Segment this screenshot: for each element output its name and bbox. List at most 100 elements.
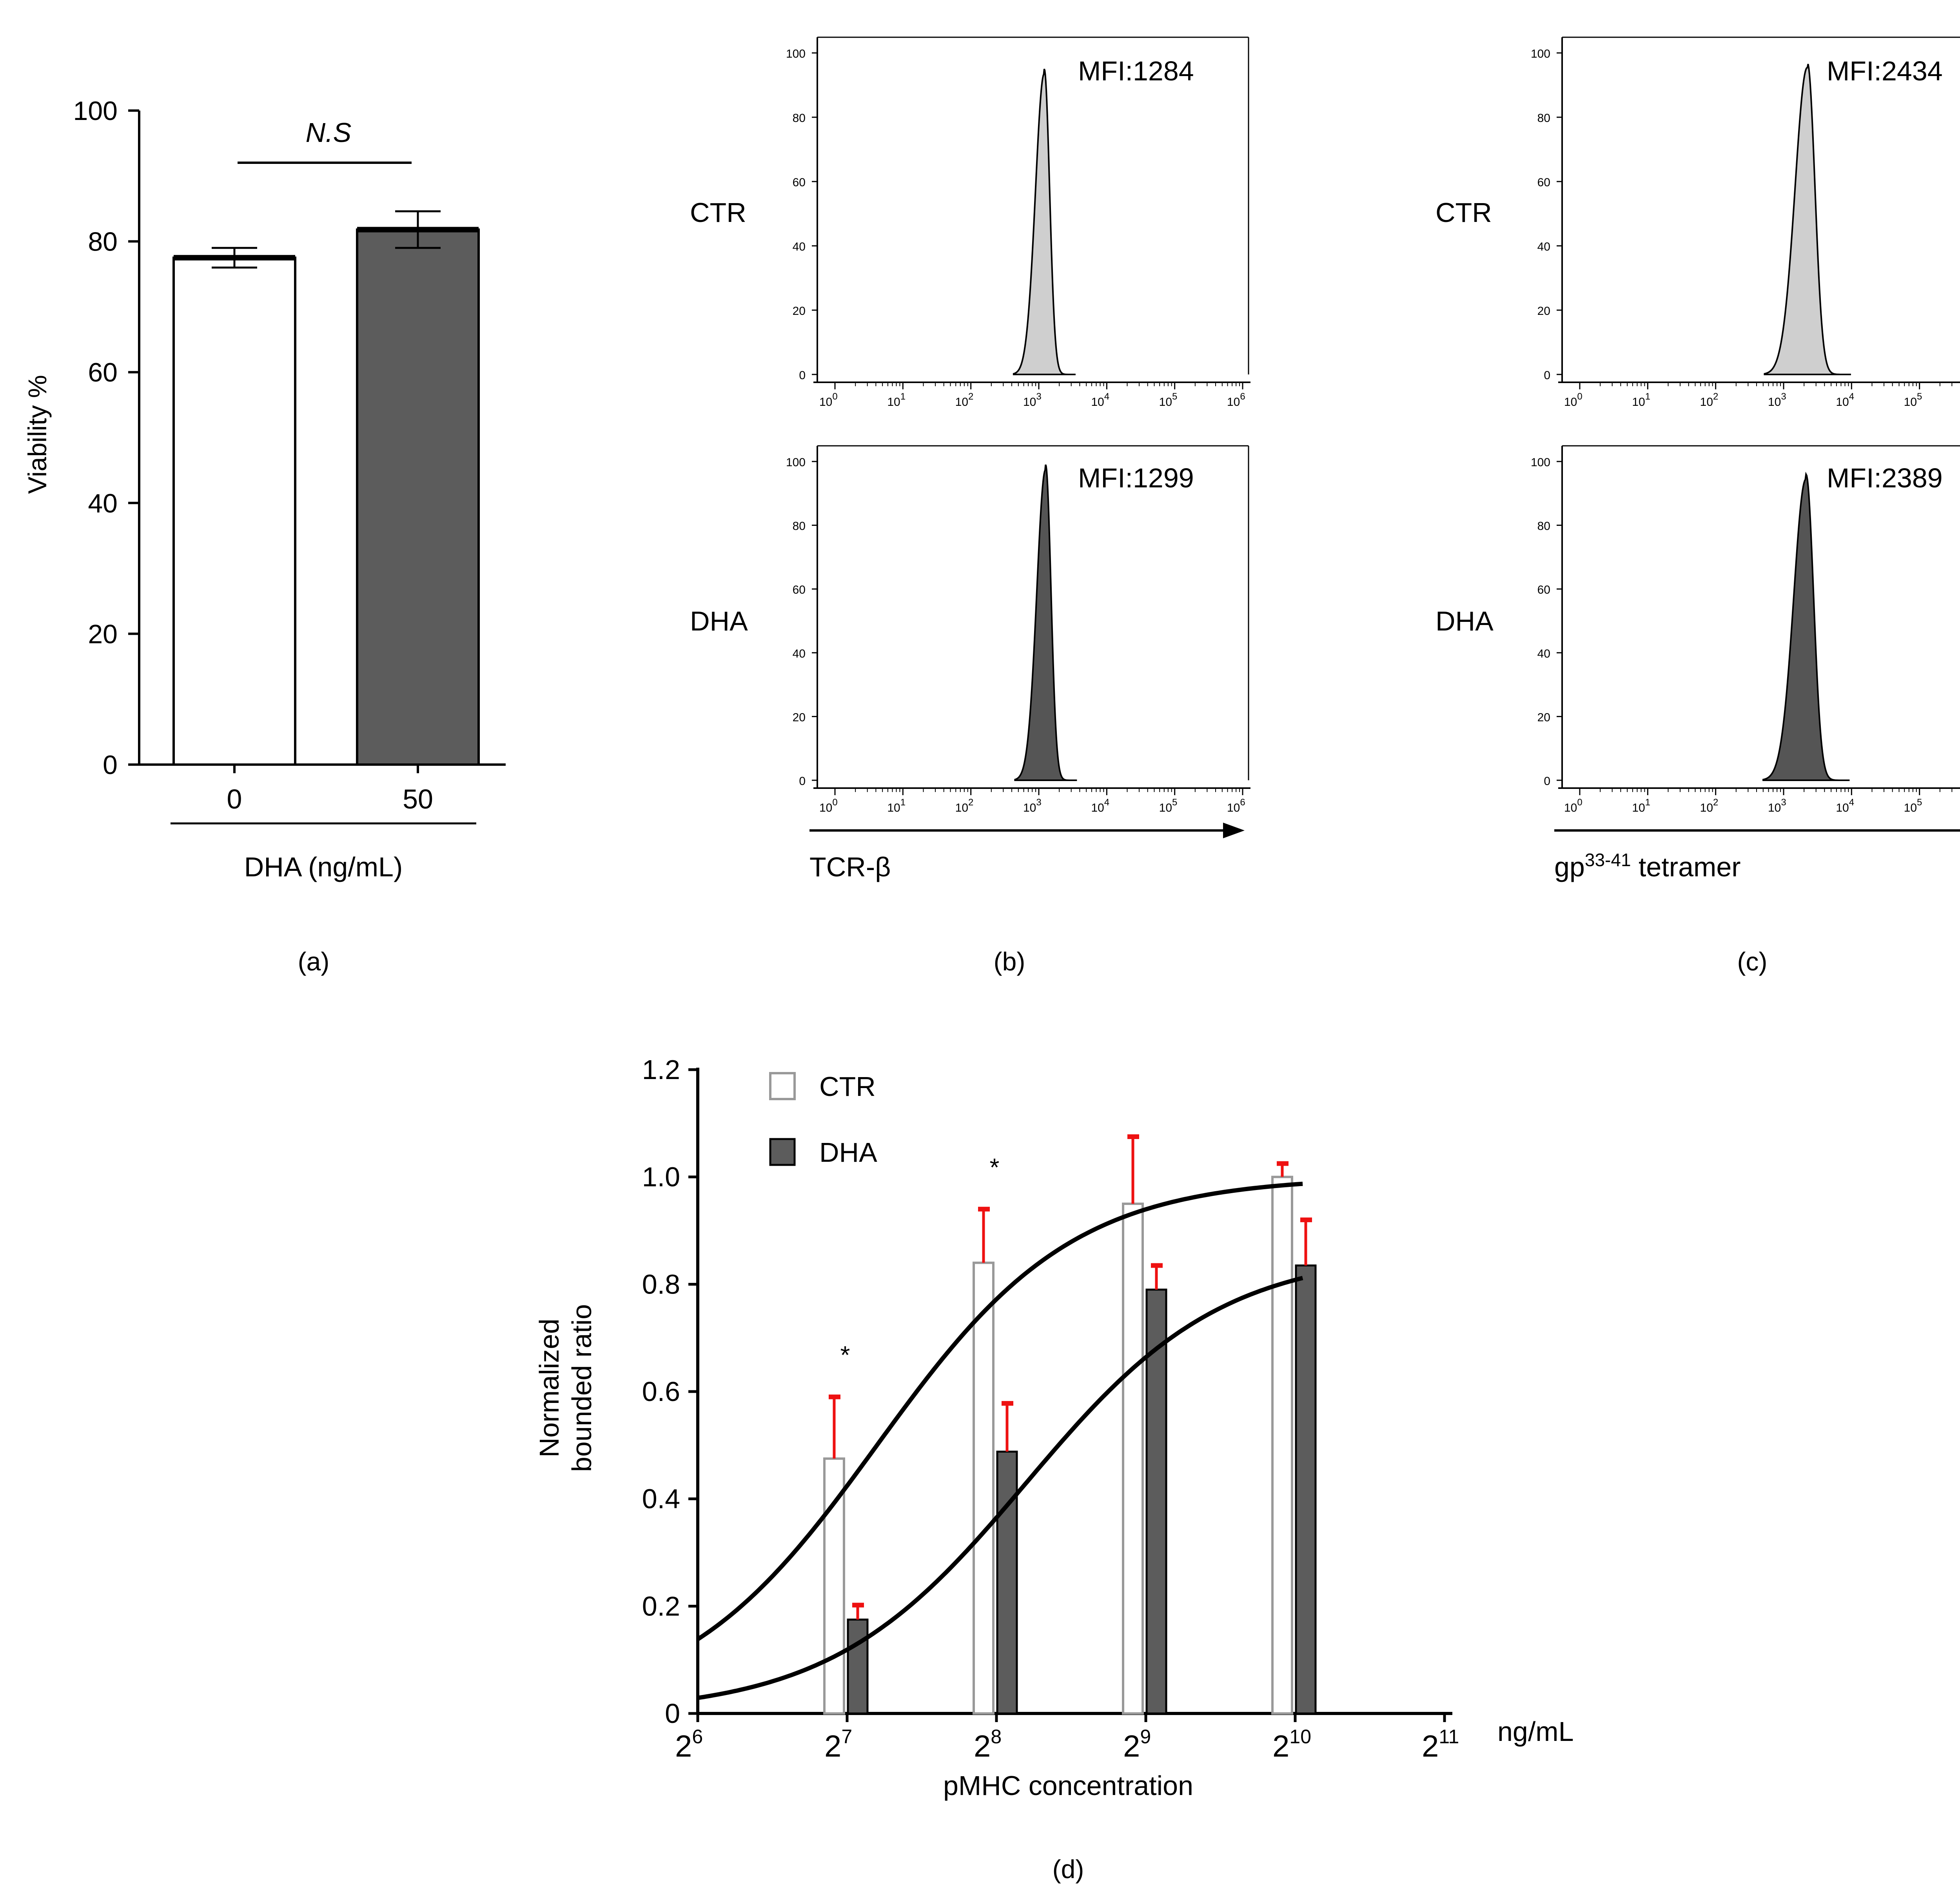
hist-ytick-label: 100 (786, 456, 806, 469)
hist-xtick-label: 100 (819, 391, 838, 409)
hist-ytick-label: 80 (1537, 112, 1550, 125)
panel-b-row-label-dha: DHA (690, 606, 748, 636)
legend-ctr-swatch (769, 1072, 796, 1100)
panel-a-ytick-label: 20 (88, 619, 118, 649)
panel-d-bar-ctr (1271, 1176, 1293, 1715)
hist-ytick-label: 0 (1544, 775, 1550, 788)
panel-c-mfi-ctr: MFI:2434 (1827, 56, 1943, 86)
panel-d-ylabel-line1: Normalized (534, 1319, 564, 1457)
hist-xtick-label: 103 (1023, 797, 1042, 814)
panel-d-bar-ctr (973, 1261, 995, 1715)
panel-b-histogram-dha: 0 20 40 60 80 100 100 101 102 103 104 105 106 (786, 445, 1250, 814)
panel-d-xtick-label: 26 (675, 1726, 703, 1763)
panel-d-fit-curve (696, 1181, 1303, 1641)
panel-d-xtick-label: 28 (974, 1726, 1002, 1763)
panel-a-xtick-label: 0 (227, 784, 242, 814)
panel-d-ytick-label: 1.2 (642, 1054, 680, 1085)
hist-xtick-label: 101 (887, 797, 906, 814)
panel-d-binding-chart: Normalized bounded ratio 0 0.2 0.4 0.6 0.8 1.… (534, 1054, 1574, 1884)
panel-b-mfi-dha: MFI:1299 (1078, 463, 1194, 493)
hist-xtick-label: 102 (955, 391, 974, 409)
hist-peak (1014, 464, 1076, 781)
panel-d-xtick-label: 29 (1123, 1726, 1151, 1763)
panel-b-row-label-ctr: CTR (690, 197, 746, 228)
hist-ytick-label: 60 (1537, 176, 1550, 189)
panel-d-letter: (d) (1053, 1855, 1084, 1884)
panel-d-bars: ** (823, 1134, 1317, 1715)
hist-xtick-label: 101 (1632, 797, 1650, 814)
hist-ytick-label: 60 (793, 176, 806, 189)
panel-d-ylabel-line2: bounded ratio (566, 1304, 597, 1472)
panel-d-ytick-label: 0 (665, 1698, 680, 1729)
panel-b-arrow-head (1223, 823, 1245, 838)
hist-xtick-label: 101 (1632, 391, 1650, 409)
hist-xtick-label: 105 (1904, 797, 1922, 814)
panel-a-letter: (a) (298, 947, 330, 976)
panel-b-histogram-ctr: 0 20 40 60 80 100 100 101 102 103 104 105 106 (786, 36, 1250, 409)
panel-d-bar-dha (996, 1450, 1018, 1715)
panel-a-ytick-label: 80 (88, 227, 118, 257)
hist-ytick-label: 100 (1531, 47, 1550, 60)
panel-d-ytick-label: 0.6 (642, 1376, 680, 1407)
hist-xtick-label: 101 (887, 391, 906, 409)
hist-xtick-label: 104 (1091, 391, 1109, 409)
hist-xtick-label: 102 (1700, 797, 1719, 814)
hist-ytick-label: 20 (1537, 711, 1550, 724)
hist-xtick-label: 104 (1091, 797, 1109, 814)
panel-d-significance-star: * (840, 1341, 850, 1369)
panel-d-bar-dha (1295, 1264, 1317, 1715)
panel-c-xlabel: gp33-41 tetramer (1554, 850, 1741, 882)
panel-d-ytick-label: 1.0 (642, 1162, 680, 1192)
legend-dha-swatch (769, 1138, 796, 1166)
hist-ytick-label: 100 (1531, 456, 1550, 469)
hist-peak (1764, 64, 1850, 375)
panel-d-xtick-label: 211 (1422, 1726, 1459, 1763)
panel-a-significance-label: N.S (306, 117, 352, 148)
panel-a-yaxis: 0 20 40 60 80 100 (73, 96, 506, 780)
hist-xtick-label: 104 (1836, 797, 1854, 814)
panel-d-significance-star: * (990, 1153, 1000, 1181)
panel-d-xlabel: pMHC concentration (943, 1770, 1193, 1801)
panel-c-row-label-ctr: CTR (1436, 197, 1492, 228)
hist-ytick-label: 80 (793, 520, 806, 533)
hist-ytick-label: 20 (793, 305, 806, 318)
panel-d-axes: 0 0.2 0.4 0.6 0.8 1.0 1.2 26 27 28 29 210 211 (642, 1054, 1459, 1763)
panel-d-bar-ctr (1122, 1203, 1144, 1715)
panel-d-ytick-label: 0.2 (642, 1591, 680, 1621)
hist-ytick-label: 60 (1537, 583, 1550, 596)
panel-b-tcr-histograms: CTR DHA 0 20 40 60 80 100 100 101 102 103 104 105 10… (690, 36, 1250, 976)
hist-ytick-label: 20 (1537, 305, 1550, 318)
panel-c-mfi-dha: MFI:2389 (1827, 463, 1943, 493)
hist-xtick-label: 106 (1227, 391, 1245, 409)
panel-c-row-label-dha: DHA (1436, 606, 1494, 636)
hist-ytick-label: 0 (799, 369, 806, 382)
hist-ytick-label: 40 (793, 647, 806, 660)
hist-xtick-label: 103 (1768, 391, 1786, 409)
hist-xtick-label: 100 (1564, 391, 1583, 409)
panel-d-legend: CTR DHA (769, 1071, 877, 1168)
panel-d-ytick-label: 0.4 (642, 1484, 680, 1514)
hist-xtick-label: 102 (955, 797, 974, 814)
hist-ytick-label: 0 (1544, 369, 1550, 382)
panel-d-fit-curve (697, 1276, 1303, 1700)
hist-ytick-label: 0 (799, 775, 806, 788)
panel-a-bars: 0 50 (172, 210, 480, 814)
panel-d-xtick-label: 27 (824, 1726, 852, 1763)
hist-ytick-label: 80 (793, 112, 806, 125)
panel-b-xlabel: TCR-β (809, 852, 891, 882)
panel-d-xtick-label: 210 (1272, 1726, 1311, 1763)
panel-b-mfi-ctr: MFI:1284 (1078, 56, 1194, 86)
panel-a-bar (172, 256, 296, 766)
panel-d-ytick-label: 0.8 (642, 1269, 680, 1299)
legend-ctr-label: CTR (819, 1071, 876, 1102)
hist-ytick-label: 80 (1537, 520, 1550, 533)
panel-a-ytick-label: 60 (88, 358, 118, 387)
panel-d-bar-dha (1145, 1288, 1167, 1715)
panel-c-letter: (c) (1737, 947, 1768, 976)
hist-xtick-label: 100 (819, 797, 838, 814)
hist-peak (1013, 69, 1075, 375)
panel-a-bar (356, 228, 480, 766)
panel-d-bar-dha (847, 1619, 869, 1715)
